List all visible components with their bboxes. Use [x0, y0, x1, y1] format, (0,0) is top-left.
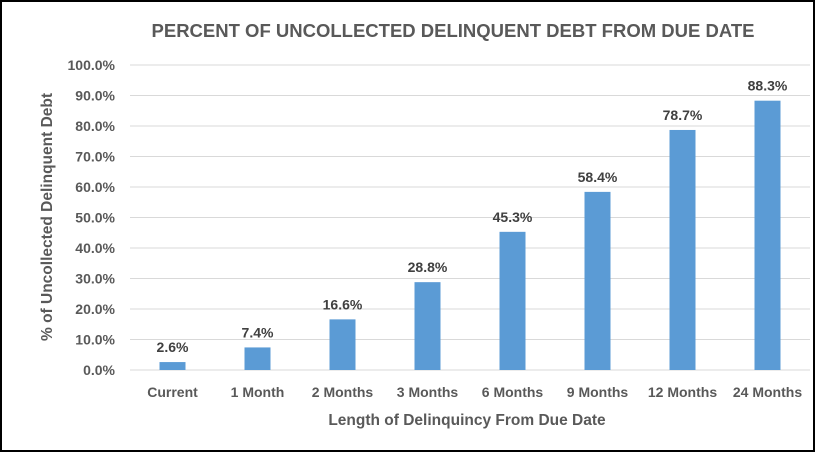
y-tick-label: 10.0% — [75, 332, 115, 348]
x-tick-label: 2 Months — [312, 384, 374, 400]
bar — [244, 347, 271, 370]
bar — [414, 282, 441, 370]
x-tick-label: 1 Month — [231, 384, 285, 400]
y-axis-label: % of Uncollected Delinquent Debt — [39, 93, 56, 341]
y-tick-label: 70.0% — [75, 149, 115, 165]
bar — [159, 362, 186, 370]
bar — [754, 100, 781, 370]
y-tick-label: 80.0% — [75, 118, 115, 134]
x-tick-label: 6 Months — [482, 384, 544, 400]
y-tick-label: 30.0% — [75, 271, 115, 287]
bar — [499, 231, 526, 370]
data-label: 7.4% — [242, 324, 274, 340]
x-tick-label: 3 Months — [397, 384, 459, 400]
x-axis-label: Length of Delinquincy From Due Date — [328, 412, 606, 429]
y-tick-label: 100.0% — [68, 57, 116, 73]
bar — [669, 129, 696, 370]
data-label: 16.6% — [323, 296, 363, 312]
data-label: 88.3% — [748, 78, 788, 94]
data-label: 28.8% — [408, 259, 448, 275]
x-tick-label: 9 Months — [567, 384, 629, 400]
bars: 2.6% 7.4% 16.6% 28.8% 45.3% 58.4% 78.7% 88.3% — [157, 78, 788, 370]
bar — [584, 191, 611, 370]
x-tick-label: Current — [147, 384, 198, 400]
y-axis-ticks: 0.0% 10.0% 20.0% 30.0% 40.0% 50.0% 60.0% 70.0% 8… — [68, 57, 116, 378]
y-tick-label: 0.0% — [83, 362, 115, 378]
chart-title: PERCENT OF UNCOLLECTED DELINQUENT DEBT F… — [152, 20, 755, 41]
x-axis-ticks: Current 1 Month 2 Months 3 Months 6 Months 9 … — [147, 384, 802, 400]
gridlines — [130, 64, 810, 371]
data-label: 58.4% — [578, 169, 618, 185]
x-tick-label: 24 Months — [733, 384, 802, 400]
data-label: 2.6% — [157, 339, 189, 355]
y-tick-label: 20.0% — [75, 301, 115, 317]
y-tick-label: 90.0% — [75, 88, 115, 104]
x-tick-label: 12 Months — [648, 384, 717, 400]
data-label: 78.7% — [663, 107, 703, 123]
y-tick-label: 50.0% — [75, 210, 115, 226]
bar — [329, 319, 356, 370]
y-tick-label: 40.0% — [75, 240, 115, 256]
y-tick-label: 60.0% — [75, 179, 115, 195]
data-label: 45.3% — [493, 209, 533, 225]
